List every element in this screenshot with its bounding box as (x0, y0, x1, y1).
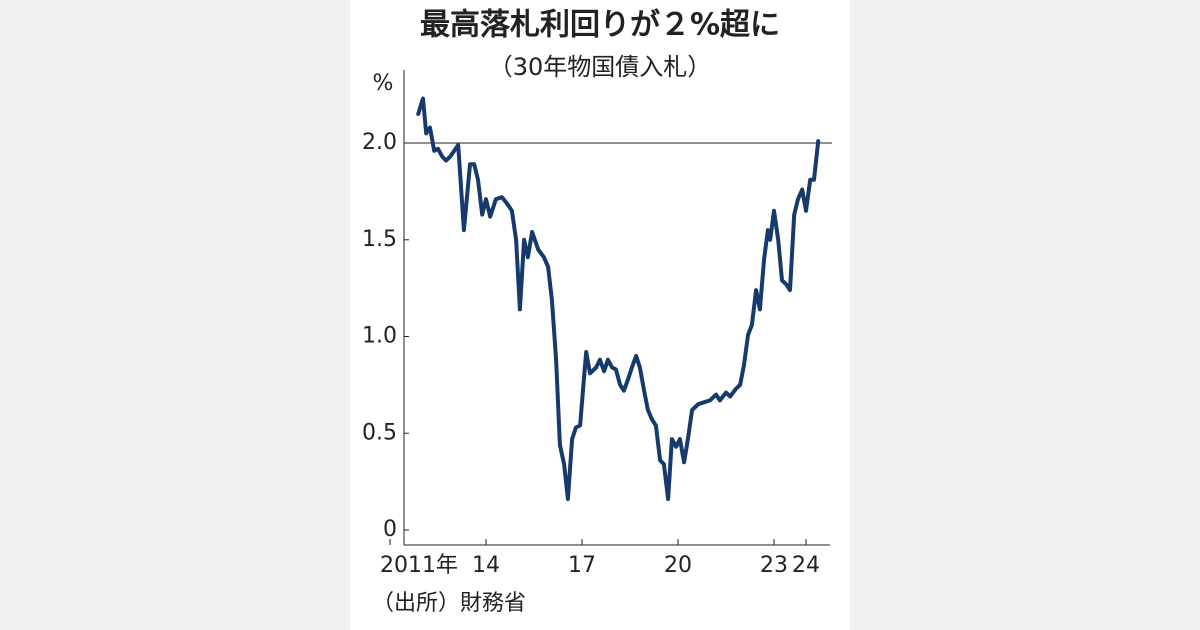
y-tick-label: 1.5 (362, 227, 397, 252)
y-tick-label: 0 (383, 517, 397, 542)
y-tick-label: 1.0 (362, 324, 397, 349)
chart-subtitle: （30年物国債入札） (489, 53, 712, 81)
x-tick-label: 2011年 (380, 553, 458, 578)
x-tick-label: 17 (568, 553, 596, 578)
panel (350, 0, 850, 630)
x-tick-label: 14 (472, 553, 500, 578)
chart-title: 最高落札利回りが２%超に (420, 8, 780, 43)
data-line (416, 96, 821, 501)
source-note: （出所）財務省 (372, 591, 526, 616)
y-tick-label: 2.0 (362, 130, 397, 155)
x-tick-label: 23 (760, 553, 788, 578)
y-axis-label: % (373, 71, 394, 96)
y-tick-label: 0.5 (362, 420, 397, 445)
x-tick-label: 20 (664, 553, 692, 578)
x-tick-label: 24 (792, 553, 820, 578)
